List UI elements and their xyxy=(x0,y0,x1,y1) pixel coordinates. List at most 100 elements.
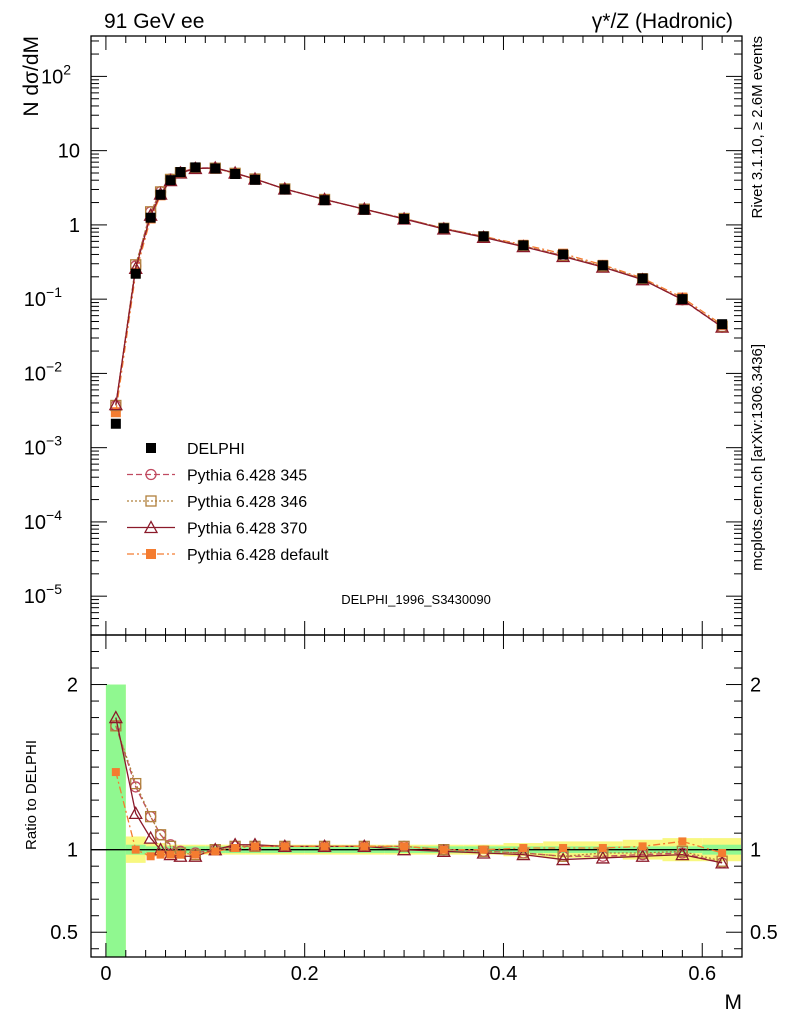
ratio-point-p370 xyxy=(595,850,610,864)
legend-marker-p345 xyxy=(145,468,157,481)
point-data xyxy=(438,223,449,234)
point-data xyxy=(165,175,176,186)
rivet-label: Rivet 3.1.10, ≥ 2.6M events xyxy=(749,36,766,219)
ratio-y-tick-label-right: 1 xyxy=(750,840,761,862)
y-tick-label: 10 xyxy=(58,141,80,163)
ratio-point-pdefault xyxy=(479,845,488,854)
ratio-y-tick-label: 2 xyxy=(67,675,78,697)
ratio-point-p346 xyxy=(144,810,157,823)
legend-marker-data xyxy=(146,443,156,453)
y-tick-label: 102 xyxy=(41,61,71,88)
ratio-y-label: Ratio to DELPHI xyxy=(23,740,40,850)
point-data xyxy=(399,214,410,225)
ratio-y-tick-label-right: 2 xyxy=(750,675,761,697)
x-tick-label: 0.4 xyxy=(490,963,518,985)
ratio-point-p346 xyxy=(154,829,167,841)
ratio-point-pdefault xyxy=(559,844,568,853)
ratio-point-p346 xyxy=(130,777,142,790)
legend-marker-p370 xyxy=(143,520,159,534)
ratio-point-pdefault xyxy=(360,842,369,851)
point-data xyxy=(190,162,201,173)
ratio-point-pdefault xyxy=(519,844,528,853)
legend-label-p370: Pythia 6.428 370 xyxy=(187,521,307,538)
point-data xyxy=(110,418,121,429)
point-data xyxy=(210,163,221,174)
point-data xyxy=(518,240,529,251)
ratio-point-pdefault xyxy=(191,850,200,859)
ratio-point-pdefault xyxy=(400,842,409,851)
x-tick-label: 0 xyxy=(100,963,111,985)
ratio-point-pdefault xyxy=(111,768,120,777)
point-pdefault xyxy=(110,407,121,418)
ratio-point-p370 xyxy=(675,847,690,861)
ratio-point-pdefault xyxy=(598,844,607,853)
y-tick-label: 10−1 xyxy=(24,284,62,311)
ratio-point-p370 xyxy=(715,855,730,869)
main-y-label: N dσ/dM xyxy=(20,36,43,117)
point-data xyxy=(558,249,569,260)
analysis-label: DELPHI_1996_S3430090 xyxy=(341,592,491,607)
ratio-point-pdefault xyxy=(638,842,647,851)
left-title: 91 GeV ee xyxy=(104,10,204,33)
ratio-point-pdefault xyxy=(678,837,687,846)
ratio-y-tick-label: 1 xyxy=(67,840,78,862)
right-title: γ*/Z (Hadronic) xyxy=(592,10,733,33)
ratio-point-p370 xyxy=(108,710,123,724)
ratio-point-pdefault xyxy=(131,845,140,854)
ratio-point-pdefault xyxy=(439,845,448,854)
point-data xyxy=(145,212,156,223)
ratio-point-pdefault xyxy=(231,844,240,853)
point-data xyxy=(155,189,166,200)
point-data xyxy=(319,195,330,206)
ratio-y-tick-label: 0.5 xyxy=(50,922,78,944)
point-data xyxy=(230,168,241,179)
ratio-point-p370 xyxy=(635,848,650,862)
ratio-line-p346 xyxy=(115,725,723,862)
legend: DELPHI Pythia 6.428 345 Pythia 6.428 346 Py… xyxy=(127,441,329,564)
y-tick-label: 10−3 xyxy=(24,433,62,460)
point-data xyxy=(717,319,728,330)
legend-marker-p346 xyxy=(145,495,157,507)
y-tick-label: 10−4 xyxy=(24,507,62,534)
ratio-point-p346 xyxy=(676,845,689,857)
ratio-point-pdefault xyxy=(211,847,220,856)
point-data xyxy=(478,231,489,242)
x-axis-label: M xyxy=(725,991,743,1014)
y-tick-label: 10−5 xyxy=(24,581,62,608)
y-tick-label: 10−2 xyxy=(24,358,62,385)
main-panel: 10−5 10−4 10−3 10−2 10−1 1 10 102 xyxy=(24,35,743,636)
point-data xyxy=(249,174,260,185)
ratio-point-p370 xyxy=(128,805,143,819)
ratio-point-p346 xyxy=(110,720,122,732)
ratio-point-pdefault xyxy=(166,850,175,859)
legend-marker-pdefault xyxy=(146,549,156,559)
point-data xyxy=(637,273,648,284)
ratio-y-tick-label-right: 0.5 xyxy=(750,922,778,944)
series-line-p370 xyxy=(115,167,723,405)
point-data xyxy=(130,268,141,279)
point-data xyxy=(597,260,608,271)
ratio-point-pdefault xyxy=(176,850,185,859)
point-data xyxy=(175,167,186,178)
y-tick-label: 1 xyxy=(69,215,80,237)
point-data xyxy=(359,204,370,215)
ratio-point-pdefault xyxy=(718,848,727,857)
point-data xyxy=(677,294,688,305)
ratio-frame xyxy=(90,634,743,958)
point-p370 xyxy=(108,397,123,411)
ratio-point-pdefault xyxy=(280,842,289,851)
mcplots-label: mcplots.cern.ch [arXiv:1306.3436] xyxy=(749,344,766,571)
ratio-line-pdefault xyxy=(115,771,723,857)
x-tick-label: 0.6 xyxy=(688,963,716,985)
ratio-point-p370 xyxy=(143,830,158,844)
ratio-point-pdefault xyxy=(156,850,165,859)
ratio-point-pdefault xyxy=(146,852,155,861)
ratio-panel: 0 0.2 0.4 0.6 0.5 0.5 1 1 2 2 xyxy=(50,634,778,985)
ratio-point-p370 xyxy=(516,847,531,861)
legend-label-data: DELPHI xyxy=(187,441,245,458)
legend-label-p346: Pythia 6.428 346 xyxy=(187,494,307,511)
x-tick-label: 0.2 xyxy=(291,963,319,985)
ratio-point-pdefault xyxy=(250,842,259,851)
ratio-point-p370 xyxy=(556,852,571,866)
